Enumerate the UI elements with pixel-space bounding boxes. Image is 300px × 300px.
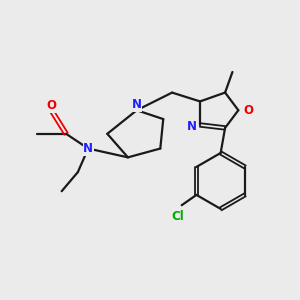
Text: N: N — [132, 98, 142, 111]
Text: N: N — [83, 142, 93, 155]
Text: Cl: Cl — [171, 210, 184, 223]
Text: N: N — [187, 120, 196, 133]
Text: O: O — [46, 99, 56, 112]
Text: O: O — [244, 104, 254, 117]
